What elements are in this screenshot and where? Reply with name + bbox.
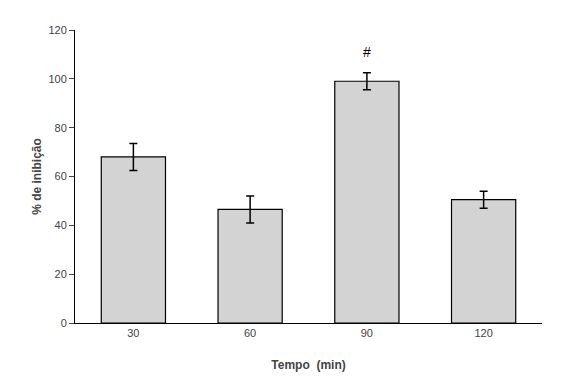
svg-text:20: 20 xyxy=(55,268,67,280)
svg-text:120: 120 xyxy=(474,327,492,339)
svg-text:120: 120 xyxy=(48,24,66,36)
svg-text:#: # xyxy=(363,44,371,60)
svg-text:Tempo (min): Tempo (min) xyxy=(271,358,345,372)
svg-text:100: 100 xyxy=(48,73,66,85)
svg-text:30: 30 xyxy=(127,327,139,339)
svg-text:90: 90 xyxy=(361,327,373,339)
svg-text:40: 40 xyxy=(55,219,67,231)
svg-text:60: 60 xyxy=(244,327,256,339)
svg-text:0: 0 xyxy=(61,317,67,329)
svg-text:80: 80 xyxy=(55,122,67,134)
svg-text:% de inibição: % de inibição xyxy=(30,138,44,215)
svg-text:60: 60 xyxy=(55,170,67,182)
